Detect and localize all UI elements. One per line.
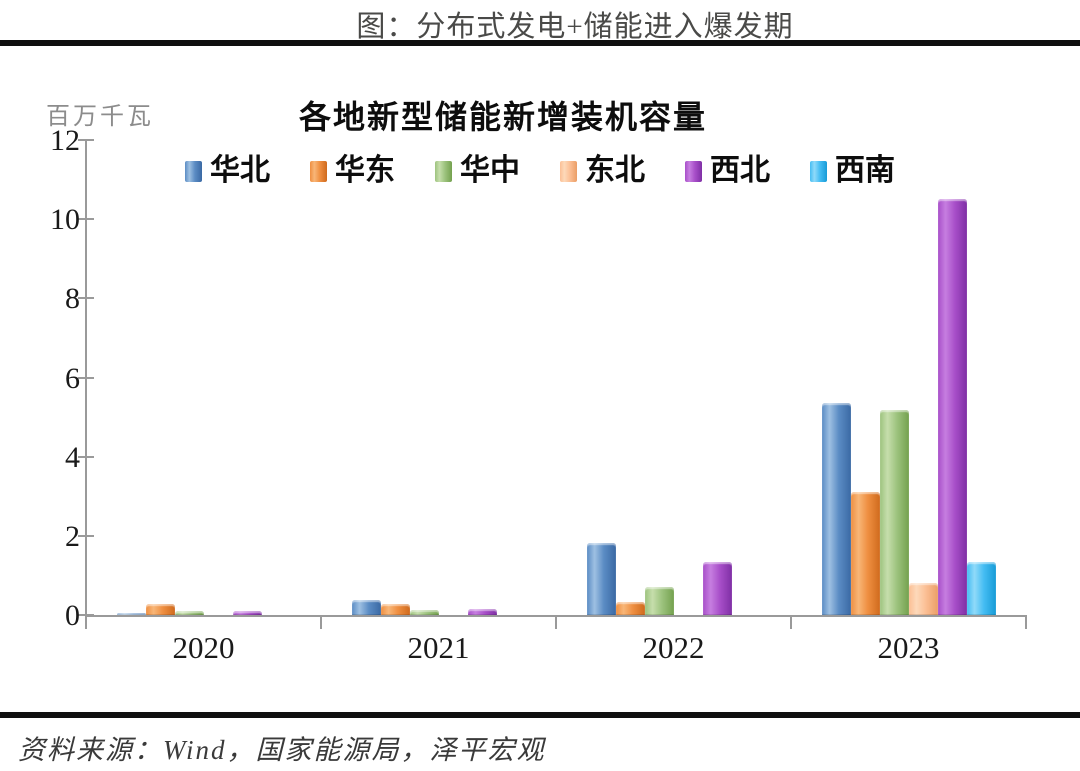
bar-2023-华东 xyxy=(850,492,880,615)
bar-2023-华中 xyxy=(879,409,909,615)
legend-item-西南: 西南 xyxy=(810,156,895,186)
y-axis-tick xyxy=(78,376,94,379)
legend-swatch-icon xyxy=(435,160,452,182)
legend-swatch-icon xyxy=(310,160,327,182)
bar-2022-华北 xyxy=(586,542,616,615)
x-axis-tick xyxy=(1025,615,1027,629)
bar-2022-华中 xyxy=(644,587,674,615)
legend-label: 华中 xyxy=(460,154,520,187)
x-axis-label-2023: 2023 xyxy=(877,630,940,665)
bar-2020-西北 xyxy=(232,611,262,615)
legend-label: 西南 xyxy=(835,154,895,187)
legend-swatch-icon xyxy=(685,160,702,182)
legend-label: 西北 xyxy=(710,154,770,187)
x-axis-label-2020: 2020 xyxy=(172,630,235,665)
legend-label: 华北 xyxy=(210,154,270,187)
y-axis-tick-label: 4 xyxy=(65,440,80,474)
legend-swatch-icon xyxy=(185,160,202,182)
bar-2021-华北 xyxy=(351,600,381,615)
bar-2021-华中 xyxy=(409,609,439,615)
y-axis-tick xyxy=(78,218,94,221)
y-axis-tick-label: 2 xyxy=(65,519,80,553)
y-axis-tick-label: 12 xyxy=(50,124,80,157)
x-axis-tick xyxy=(320,615,322,629)
top-divider-rule xyxy=(0,40,1080,46)
bar-2020-华中 xyxy=(174,611,204,615)
y-axis-unit-label: 百万千瓦 xyxy=(46,104,154,130)
bar-2020-华东 xyxy=(145,604,175,615)
legend-item-华中: 华中 xyxy=(435,156,520,186)
legend-item-西北: 西北 xyxy=(685,156,770,186)
bar-group-2020 xyxy=(86,140,321,615)
bar-2022-华东 xyxy=(615,601,645,615)
bar-2023-西北 xyxy=(937,199,967,615)
bar-2023-东北 xyxy=(908,583,938,615)
y-axis-tick xyxy=(78,455,94,458)
chart-title: 各地新型储能新增装机容量 xyxy=(298,99,708,135)
legend-item-华北: 华北 xyxy=(185,156,270,186)
y-axis-tick-label: 6 xyxy=(65,361,80,395)
y-axis-line xyxy=(85,140,87,617)
plot-area: 0 2 4 6 8 10 12 xyxy=(50,126,1027,631)
x-axis-label-2021: 2021 xyxy=(407,630,470,665)
legend-item-东北: 东北 xyxy=(560,156,645,186)
y-axis-tick xyxy=(78,139,94,141)
bar-group-2021 xyxy=(321,140,556,615)
x-axis-label-2022: 2022 xyxy=(642,630,705,665)
bar-2021-西北 xyxy=(467,609,497,615)
x-axis-tick xyxy=(790,615,792,629)
chart-legend: 华北 华东 华中 东北 西北 西南 xyxy=(0,151,1080,191)
legend-label: 华东 xyxy=(335,154,395,187)
x-axis-tick xyxy=(85,615,87,629)
bar-2020-华北 xyxy=(116,612,146,615)
page-title: 图：分布式发电+储能进入爆发期 xyxy=(356,11,794,43)
bar-2023-华北 xyxy=(821,403,851,615)
bar-groups xyxy=(86,140,1026,615)
bar-2021-华东 xyxy=(380,604,410,615)
legend-swatch-icon xyxy=(560,160,577,182)
legend-item-华东: 华东 xyxy=(310,156,395,186)
x-axis-labels: 2020 2021 2022 2023 xyxy=(86,630,1026,666)
bar-group-2023 xyxy=(791,140,1026,615)
y-axis-tick xyxy=(78,534,94,537)
legend-swatch-icon xyxy=(810,160,827,182)
bottom-divider-rule xyxy=(0,712,1080,718)
legend-label: 东北 xyxy=(585,154,645,187)
source-attribution: 资料来源：Wind，国家能源局，泽平宏观 xyxy=(18,735,546,765)
bar-group-2022 xyxy=(556,140,791,615)
bar-2022-西北 xyxy=(702,561,732,615)
y-axis-tick-label: 10 xyxy=(50,203,80,237)
y-axis-tick xyxy=(78,297,94,300)
bar-2023-西南 xyxy=(966,561,996,615)
x-axis-tick xyxy=(555,615,557,629)
y-axis-tick-label: 8 xyxy=(65,282,80,316)
y-axis-tick-label: 0 xyxy=(65,599,80,632)
